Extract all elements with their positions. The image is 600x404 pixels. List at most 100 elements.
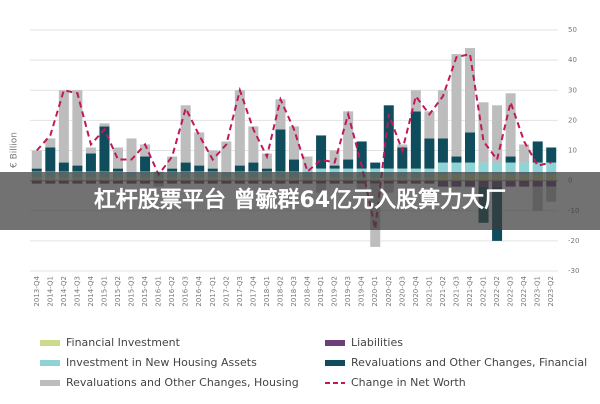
bar [72,90,83,166]
x-tick-label: 2018-Q3 [290,276,298,307]
x-tick-label: 2016-Q1 [155,276,163,307]
x-tick-label: 2022-Q4 [520,275,528,306]
y-tick-label: -30 [568,267,579,275]
x-tick-label: 2018-Q1 [263,276,271,307]
banner-text: 杠杆股票平台 曾毓群64亿元入股算力大厂 [94,187,506,213]
x-tick-label: 2015-Q3 [128,276,136,307]
bar [519,144,530,163]
x-tick-label: 2019-Q4 [358,275,366,306]
bar [72,165,83,172]
y-tick-label: -20 [568,237,579,245]
bar [424,111,435,139]
bar [234,90,245,166]
bar [126,138,137,172]
bar [289,126,299,160]
legend-swatch [40,340,60,346]
bar [234,165,245,172]
x-tick-label: 2018-Q2 [276,276,284,307]
bar [465,48,475,133]
bar [316,135,327,169]
x-tick-label: 2021-Q1 [425,276,433,307]
bar [180,105,191,163]
net-worth-line [36,52,552,230]
y-tick-label: 40 [568,56,577,64]
bar [424,138,435,169]
x-tick-label: 2015-Q2 [114,276,122,307]
bar [451,54,462,157]
bar [343,159,354,169]
banner-background [0,172,600,230]
bar [248,126,259,163]
bar [194,132,205,166]
legend-label: Financial Investment [66,336,181,349]
x-tick-label: 2021-Q2 [439,276,447,307]
x-tick-label: 2017-Q2 [222,276,230,307]
bar [248,162,259,172]
bar [465,162,475,175]
bar [519,162,530,175]
bar [383,105,394,169]
x-tick-label: 2022-Q3 [507,276,515,307]
x-tick-label: 2019-Q2 [331,276,339,307]
y-tick-label: 30 [568,86,577,94]
y-tick-label: 20 [568,116,577,124]
x-tick-label: 2022-Q2 [493,276,501,307]
legend-label: Liabilities [351,336,403,349]
bar [437,90,448,139]
bar [532,141,543,163]
bar [167,168,178,172]
bar [397,147,408,169]
bar [546,162,557,175]
legend-label: Revaluations and Other Changes, Financia… [351,356,587,369]
bar [99,126,110,172]
bar [58,90,69,163]
bar [221,141,232,172]
x-tick-label: 2016-Q3 [182,276,190,307]
legend-swatch [325,340,345,346]
bar [465,132,475,163]
x-tick-label: 2020-Q4 [412,275,420,306]
bar [180,162,191,172]
bar [546,147,557,163]
x-tick-label: 2017-Q1 [209,276,217,307]
bar [31,168,42,172]
x-tick-label: 2023-Q1 [534,276,542,307]
bar [437,138,448,163]
x-tick-label: 2014-Q4 [87,275,95,306]
bar [207,168,218,172]
bar [329,165,340,169]
bar [261,153,272,169]
legend-label: Revaluations and Other Changes, Housing [66,376,299,389]
bar [302,156,313,169]
bar [505,93,516,157]
x-tick-label: 2022-Q1 [480,276,488,307]
bar [99,123,110,127]
legend-swatch [40,360,60,366]
x-tick-label: 2021-Q4 [466,275,474,306]
y-tick-label: 50 [568,26,577,34]
x-tick-label: 2020-Q2 [385,276,393,307]
bar [505,156,516,163]
bar [397,144,408,148]
legend-swatch [325,360,345,366]
bar [275,129,286,172]
bar [58,162,69,172]
bar [167,156,178,169]
bar [45,147,56,172]
bar [289,159,299,172]
x-tick-label: 2015-Q4 [141,275,149,306]
legend-label: Change in Net Worth [351,376,466,389]
x-tick-label: 2020-Q3 [398,276,406,307]
bar [356,141,367,169]
bar [410,111,421,169]
bar [140,144,151,157]
bar [85,147,96,154]
x-tick-label: 2016-Q4 [195,275,203,306]
x-tick-label: 2017-Q3 [236,276,244,307]
bar [113,168,123,172]
bar [410,90,421,112]
x-tick-label: 2021-Q3 [452,276,460,307]
bar [329,150,340,166]
y-tick-label: 10 [568,147,577,155]
bar [492,105,503,163]
